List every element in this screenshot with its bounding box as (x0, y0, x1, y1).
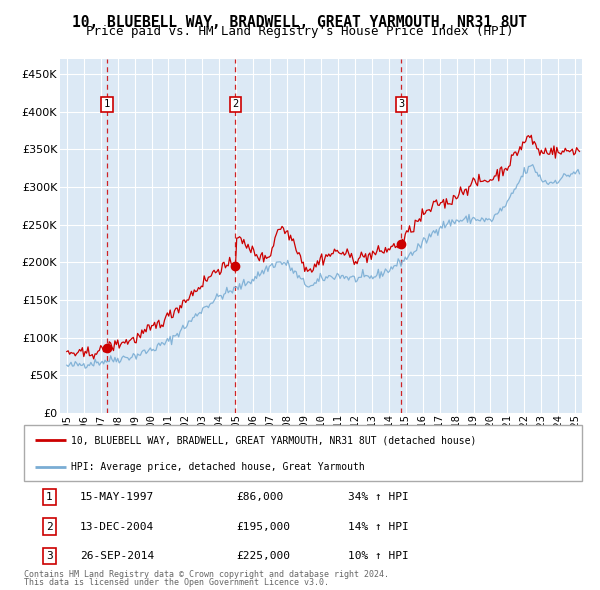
Text: 10% ↑ HPI: 10% ↑ HPI (347, 551, 409, 561)
Text: 15-MAY-1997: 15-MAY-1997 (80, 492, 154, 502)
Text: 1: 1 (46, 492, 52, 502)
Text: 3: 3 (46, 551, 52, 561)
Text: This data is licensed under the Open Government Licence v3.0.: This data is licensed under the Open Gov… (24, 578, 329, 587)
Text: Price paid vs. HM Land Registry's House Price Index (HPI): Price paid vs. HM Land Registry's House … (86, 25, 514, 38)
Text: £195,000: £195,000 (236, 522, 290, 532)
Text: Contains HM Land Registry data © Crown copyright and database right 2024.: Contains HM Land Registry data © Crown c… (24, 570, 389, 579)
Text: 2: 2 (46, 522, 52, 532)
Text: 13-DEC-2004: 13-DEC-2004 (80, 522, 154, 532)
Text: £86,000: £86,000 (236, 492, 283, 502)
Text: 34% ↑ HPI: 34% ↑ HPI (347, 492, 409, 502)
Text: 26-SEP-2014: 26-SEP-2014 (80, 551, 154, 561)
Text: 14% ↑ HPI: 14% ↑ HPI (347, 522, 409, 532)
Text: 1: 1 (104, 99, 110, 109)
Text: £225,000: £225,000 (236, 551, 290, 561)
Text: 2: 2 (232, 99, 239, 109)
Text: 10, BLUEBELL WAY, BRADWELL, GREAT YARMOUTH, NR31 8UT: 10, BLUEBELL WAY, BRADWELL, GREAT YARMOU… (73, 15, 527, 30)
Text: 3: 3 (398, 99, 404, 109)
FancyBboxPatch shape (24, 425, 582, 481)
Text: HPI: Average price, detached house, Great Yarmouth: HPI: Average price, detached house, Grea… (71, 462, 365, 472)
Text: 10, BLUEBELL WAY, BRADWELL, GREAT YARMOUTH, NR31 8UT (detached house): 10, BLUEBELL WAY, BRADWELL, GREAT YARMOU… (71, 435, 477, 445)
